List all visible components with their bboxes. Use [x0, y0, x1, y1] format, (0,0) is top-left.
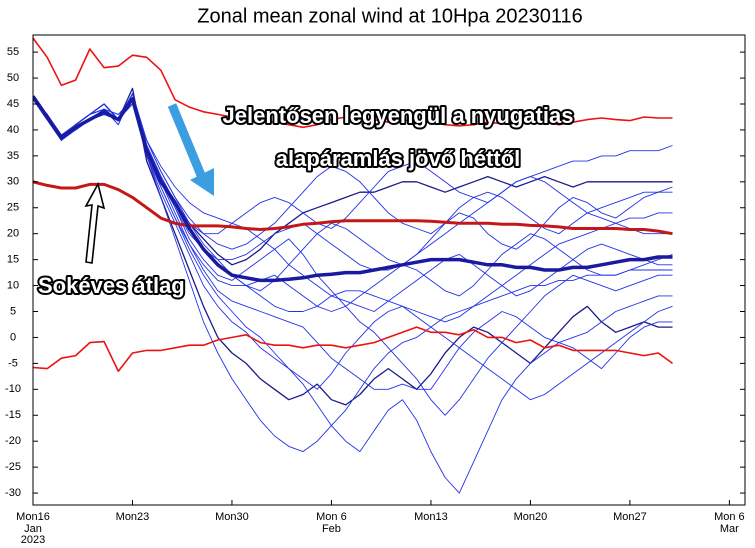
series-line [33, 326, 673, 372]
x-tick-sublabel: Mar [720, 523, 739, 535]
series-line [33, 95, 673, 283]
plot-area [33, 37, 673, 494]
x-tick-label: Mon 6 [316, 511, 347, 523]
x-tick-label: Mon20 [514, 511, 548, 523]
y-tick-label: 55 [7, 46, 19, 58]
x-tick-label: Mon16 [16, 511, 50, 523]
annotation: alapáramlás jövő héttől [276, 146, 521, 171]
y-tick-label: 30 [7, 176, 19, 188]
arrow [84, 181, 106, 264]
y-tick-label: -5 [8, 357, 18, 369]
annotation: Sokéves átlag [38, 273, 185, 298]
arrowhead [190, 168, 214, 196]
x-tick-label: Mon13 [414, 511, 448, 523]
y-tick-label: 20 [7, 228, 19, 240]
y-tick-label: -30 [5, 487, 21, 499]
series-line [33, 180, 673, 236]
chart-title: Zonal mean zonal wind at 10Hpa 20230116 [197, 5, 582, 27]
x-tick-sublabel: Jan [24, 523, 42, 535]
plot-frame [32, 34, 746, 506]
x-tick-label: Mon23 [116, 511, 150, 523]
y-tick-label: -15 [5, 409, 21, 421]
y-tick-label: 25 [7, 202, 19, 214]
x-tick-label: Mon30 [215, 511, 249, 523]
y-tick-label: 50 [7, 72, 19, 84]
y-tick-label: 0 [10, 331, 16, 343]
x-tick-label: Mon 6 [714, 511, 745, 523]
y-tick-label: -10 [5, 383, 21, 395]
y-tick-label: 5 [10, 305, 16, 317]
y-tick-label: 45 [7, 98, 19, 110]
series-line [33, 98, 673, 401]
y-tick-label: 10 [7, 279, 19, 291]
x-tick-sublabel: 2023 [21, 534, 45, 546]
y-tick-label: 35 [7, 150, 19, 162]
annotation: Jelentősen legyengül a nyugatias [223, 103, 574, 128]
annotations: Jelentősen legyengül a nyugatias alapáram… [36, 101, 575, 300]
arrow [167, 103, 208, 182]
series-line [33, 93, 673, 416]
y-tick-label: -20 [5, 435, 21, 447]
y-tick-label: 15 [7, 254, 19, 266]
series-line [33, 37, 673, 129]
x-tick-label: Mon27 [613, 511, 647, 523]
x-tick-sublabel: Feb [322, 523, 341, 535]
y-tick-label: 40 [7, 124, 19, 136]
y-tick-label: -25 [5, 461, 21, 473]
series-line [33, 93, 673, 292]
